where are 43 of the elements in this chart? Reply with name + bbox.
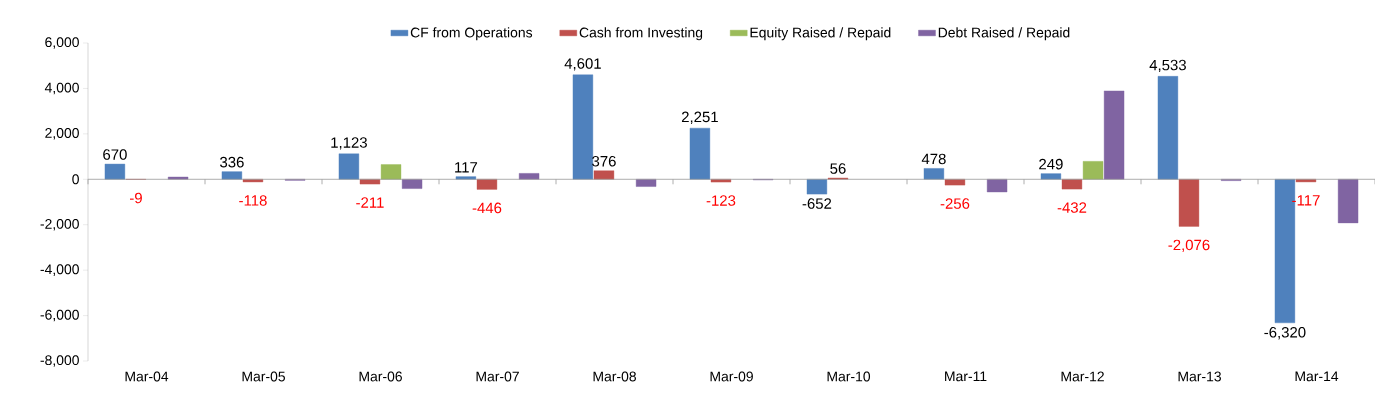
x-tick-label: Mar-12 — [1061, 371, 1104, 382]
data-label: -432 — [1057, 202, 1087, 213]
x-tick-label: Mar-10 — [827, 371, 871, 382]
legend-label: CF from Operations — [410, 27, 533, 41]
y-tick-label: 2,000 — [45, 128, 79, 140]
x-tick-label: Mar-09 — [710, 371, 753, 382]
x-tick-label: Mar-04 — [125, 371, 169, 382]
x-tick-label: Mar-06 — [359, 371, 402, 382]
data-label: 1,123 — [331, 137, 367, 150]
y-tick-label: -6,000 — [40, 309, 79, 322]
data-label: -256 — [940, 198, 970, 209]
data-label: 4,601 — [564, 58, 601, 71]
legend-label: Cash from Investing — [579, 27, 703, 41]
data-label: -2,076 — [1168, 239, 1210, 252]
data-label: -211 — [356, 197, 384, 208]
x-tick-label: Mar-11 — [945, 371, 987, 382]
data-label: 117 — [455, 162, 478, 173]
data-label: 670 — [103, 149, 127, 160]
y-tick-label: 4,000 — [44, 82, 79, 95]
data-label: 249 — [1039, 158, 1063, 170]
x-tick-label: Mar-08 — [593, 371, 636, 382]
data-label: -446 — [472, 202, 502, 214]
data-label: 2,251 — [681, 111, 718, 124]
data-label: -123 — [706, 195, 736, 206]
legend-label: Debt Raised / Repaid — [938, 27, 1070, 41]
x-tick-label: Mar-05 — [242, 371, 285, 382]
data-label: 56 — [830, 163, 846, 174]
x-tick-label: Mar-14 — [1295, 371, 1339, 382]
y-tick-label: 0 — [72, 174, 79, 185]
y-tick-label: -4,000 — [40, 264, 79, 276]
x-tick-label: Mar-13 — [1178, 371, 1221, 382]
data-label: -9 — [129, 192, 142, 204]
y-tick-label: -2,000 — [40, 218, 79, 231]
data-label: 478 — [921, 153, 946, 165]
data-label: 336 — [220, 156, 244, 168]
y-tick-label: -8,000 — [40, 355, 79, 367]
y-tick-label: 6,000 — [45, 37, 79, 49]
data-label: -6,320 — [1264, 327, 1306, 340]
legend-label: Equity Raised / Repaid — [750, 27, 891, 41]
data-label: -652 — [802, 198, 832, 209]
x-tick-label: Mar-07 — [476, 371, 519, 382]
data-label: 4,533 — [1149, 59, 1186, 73]
data-label: -118 — [239, 195, 267, 206]
